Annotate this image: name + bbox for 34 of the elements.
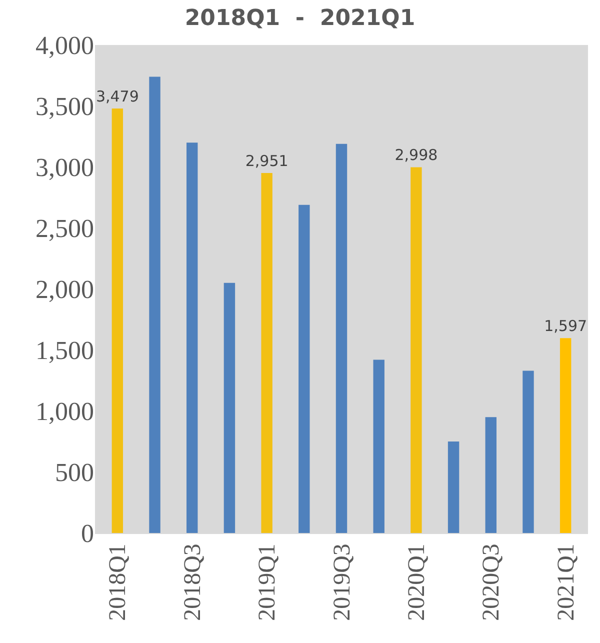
data-label: 2,998 (394, 146, 438, 164)
y-tick-label: 2,500 (36, 214, 94, 244)
x-tick-label: 2021Q1 (553, 544, 580, 621)
bar (261, 172, 272, 533)
bar (522, 370, 534, 533)
bar (336, 144, 348, 533)
bar (186, 142, 198, 533)
x-tick-label: 2020Q3 (478, 544, 505, 621)
y-tick-label: 1,000 (36, 397, 94, 426)
y-tick-label: 0 (81, 519, 94, 548)
x-tick-label: 2019Q3 (329, 544, 356, 621)
x-tick-label: 2018Q3 (180, 544, 206, 621)
bar (485, 417, 496, 533)
y-tick-label: 1,500 (36, 336, 94, 366)
x-tick-label: 2020Q1 (404, 544, 430, 621)
data-label: 2,951 (245, 152, 288, 170)
bar (410, 167, 422, 533)
y-tick-label: 500 (55, 458, 94, 488)
y-tick-label: 4,000 (36, 31, 94, 60)
y-tick-label: 3,000 (36, 153, 94, 182)
data-label: 1,597 (544, 317, 588, 336)
y-tick-label: 2,000 (36, 275, 94, 304)
bar (149, 76, 160, 533)
bar (224, 282, 236, 533)
bar (560, 338, 572, 533)
bar (298, 204, 310, 533)
y-tick-label: 3,500 (36, 92, 94, 122)
bar (112, 108, 124, 533)
chart-title: 2018Q1 - 2021Q1 (184, 6, 416, 32)
x-tick-label: 2019Q1 (254, 544, 281, 621)
bar (373, 360, 384, 533)
x-tick-label: 2018Q1 (105, 544, 132, 621)
data-label: 3,479 (96, 88, 139, 106)
bar (448, 442, 460, 533)
